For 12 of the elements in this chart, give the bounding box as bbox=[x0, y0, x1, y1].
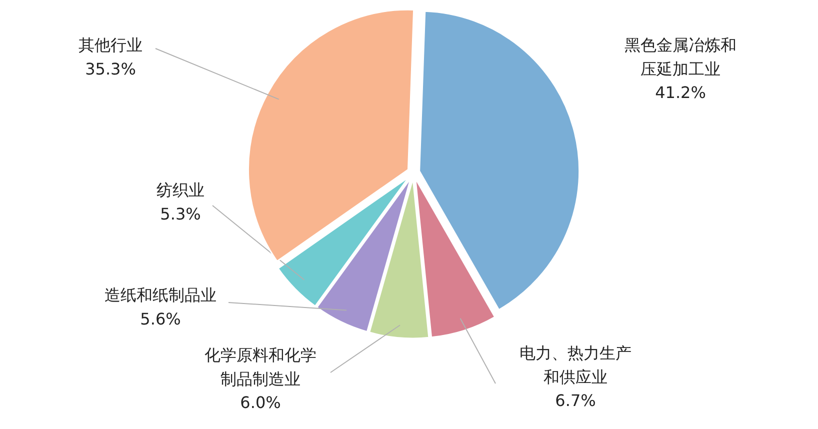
data-label: 5.3% bbox=[160, 204, 201, 224]
data-label: 5.6% bbox=[140, 309, 181, 328]
slice-label: 电力、热力生产和供应业 bbox=[520, 344, 632, 386]
slice-label: 造纸和纸制品业 bbox=[104, 286, 216, 304]
slice-label: 黑色金属冶炼和压延加工业 bbox=[624, 36, 736, 78]
data-label: 41.2% bbox=[655, 83, 706, 102]
data-label: 6.0% bbox=[240, 393, 281, 412]
slice-label: 化学原料和化学制品制造业 bbox=[204, 346, 316, 388]
data-label: 6.7% bbox=[555, 391, 596, 410]
data-label: 35.3% bbox=[85, 59, 136, 78]
slice-label: 纺织业 bbox=[156, 180, 204, 200]
slice-label: 其他行业 bbox=[78, 36, 142, 54]
